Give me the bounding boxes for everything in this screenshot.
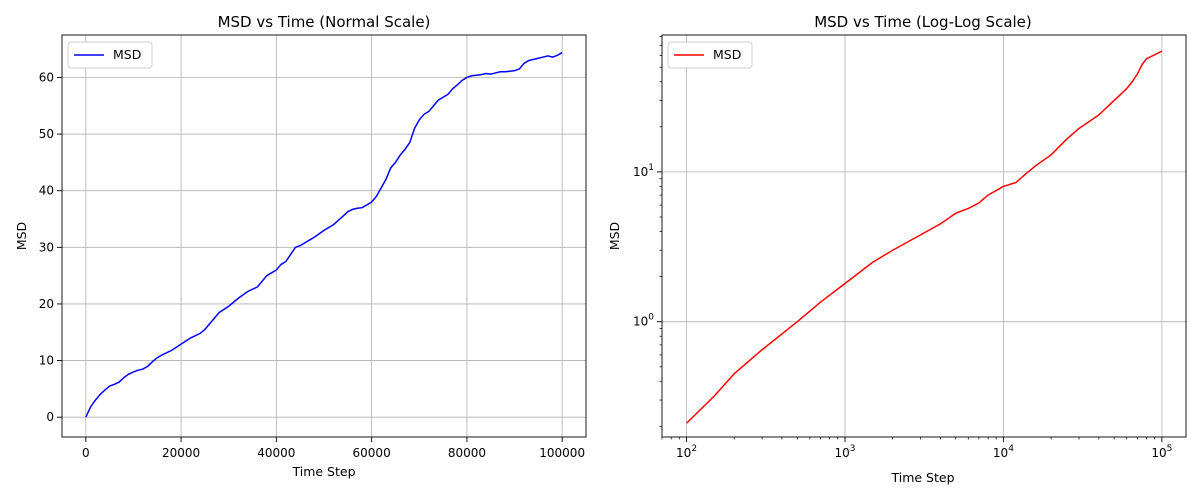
panel-normal-scale: MSD vs Time (Normal Scale) 0 20000 40000 60… [14, 13, 587, 479]
x-tick-label: 0 [82, 446, 90, 460]
x-tick-label: 20000 [162, 446, 200, 460]
x-axis-label: Time Step [890, 470, 954, 485]
legend: MSD [67, 41, 153, 69]
y-tick-label: 100 [633, 313, 654, 329]
y-tick-label: 0 [46, 410, 54, 424]
plot-area [62, 35, 586, 437]
y-axis-label: MSD [14, 222, 29, 250]
series-line-msd [85, 51, 563, 418]
x-tick-label: 60000 [353, 446, 391, 460]
y-tick-label: 101 [633, 163, 654, 179]
grid [62, 35, 586, 437]
y-axis-label: MSD [607, 222, 622, 250]
axes-frame [61, 34, 587, 438]
legend-label-msd: MSD [113, 47, 141, 62]
y-tick-label: 30 [39, 240, 54, 254]
x-axis-label: Time Step [291, 464, 355, 479]
grid [662, 35, 1186, 437]
series-layer [85, 51, 563, 418]
ticks: 0 20000 40000 60000 80000 100000 0 10 20 30 40 50 60 [39, 70, 585, 460]
legend: MSD [667, 41, 753, 69]
series-layer [686, 50, 1163, 424]
y-tick-label: 50 [39, 127, 54, 141]
legend-box [667, 41, 753, 69]
x-tick-label: 105 [1151, 444, 1172, 460]
chart-title: MSD vs Time (Normal Scale) [218, 13, 431, 31]
x-tick-label: 80000 [448, 446, 486, 460]
ticks: 102 103 104 105 100 101 [633, 36, 1172, 460]
panel-log-log-scale: MSD vs Time (Log-Log Scale) 102 103 104 105… [607, 13, 1187, 485]
x-tick-label: 104 [993, 444, 1014, 460]
x-tick-label: 103 [834, 444, 855, 460]
y-tick-label: 10 [39, 354, 54, 368]
y-tick-label: 20 [39, 297, 54, 311]
x-tick-label: 40000 [257, 446, 295, 460]
plot-area [662, 35, 1186, 437]
legend-label-msd: MSD [713, 47, 741, 62]
chart-title: MSD vs Time (Log-Log Scale) [814, 13, 1032, 31]
x-tick-label: 100000 [539, 446, 585, 460]
x-tick-label: 102 [676, 444, 697, 460]
y-tick-label: 60 [39, 70, 54, 84]
axes-frame [661, 34, 1187, 438]
y-tick-label: 40 [39, 184, 54, 198]
series-line-msd [686, 50, 1163, 424]
legend-box [67, 41, 153, 69]
